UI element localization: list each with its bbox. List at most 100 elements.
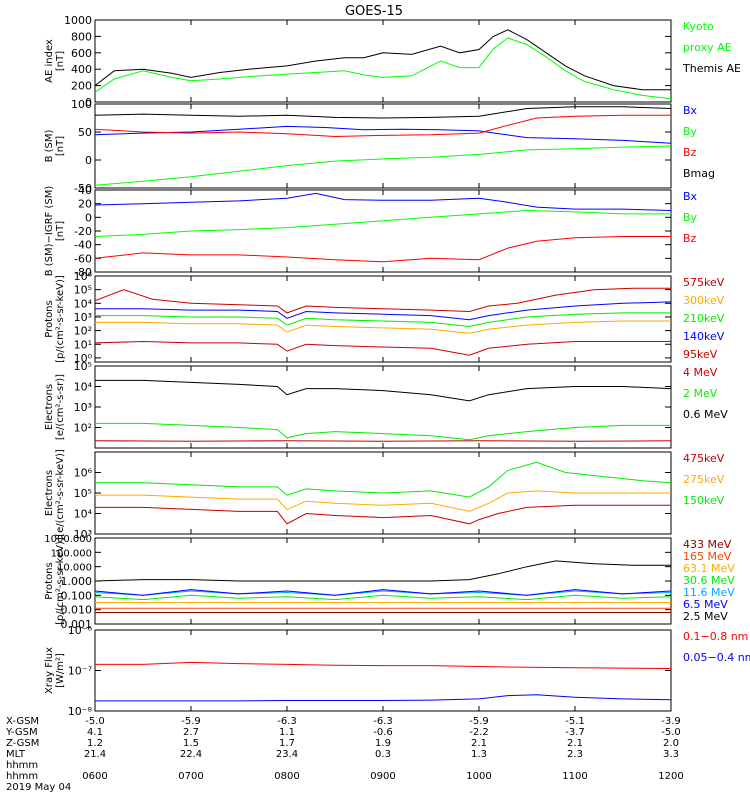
legend-entry: 150keV (683, 494, 725, 507)
y-tick-label: 0 (85, 211, 92, 224)
legend-entry: Bz (683, 232, 697, 245)
y-tick-label: 10⁴ (74, 381, 93, 394)
x-row-value: -5.9 (181, 716, 201, 727)
legend-entry: By (683, 125, 698, 138)
y-tick-label: 10¹ (74, 338, 92, 351)
series-line-bx (95, 192, 671, 211)
y-tick-label: 10² (74, 422, 92, 435)
x-row-value: 21.4 (84, 749, 106, 760)
x-tick-label: 1200 (658, 771, 683, 782)
x-row-value: 1.3 (471, 749, 487, 760)
series-line-2-mev (95, 422, 671, 441)
y-axis-label-line: B (SM) (44, 129, 55, 162)
legend-entry: 165 MeV (683, 550, 732, 563)
x-tick-label: 0900 (370, 771, 395, 782)
y-axis-label-line: [W/m²] (55, 653, 66, 688)
legend-entry: 2.5 MeV (683, 610, 728, 623)
series-group (95, 29, 671, 100)
y-tick-label: 10³ (74, 528, 92, 541)
y-tick-label: -80 (74, 266, 92, 279)
x-row-value: 1.9 (375, 738, 391, 749)
y-tick-label: 10⁴ (74, 297, 93, 310)
x-tick-label: 0600 (82, 771, 107, 782)
y-tick-label: 20 (78, 198, 92, 211)
x-row-value: 3.3 (663, 749, 679, 760)
series-line-6-5-mev (95, 589, 671, 596)
legend-entry: 300keV (683, 294, 725, 307)
legend-entry: 2 MeV (683, 387, 718, 400)
y-tick-label: -20 (74, 225, 92, 238)
y-tick-label: 1000 (64, 14, 92, 27)
series-line-by (95, 209, 671, 237)
panel-1: 1000 800 600 400 200 0 AE index[nT] Kyoto proxy … (44, 14, 741, 109)
y-tick-label: -50 (74, 182, 92, 195)
series-line-275kev (95, 490, 671, 512)
y-axis-label-line: [nT] (55, 51, 66, 71)
legend-entry: 11.6 MeV (683, 586, 735, 599)
y-tick-label: 10⁵ (74, 487, 92, 500)
x-row-value: 2.0 (663, 738, 679, 749)
y-axis-label-line: Electrons (44, 384, 55, 430)
y-tick-label: 10⁴ (74, 508, 93, 521)
y-tick-label: 0.001 (61, 618, 93, 631)
y-tick-label: 10² (74, 325, 92, 338)
legend-entry: 210keV (683, 312, 725, 325)
y-axis-label: B (SM)[nT] (44, 129, 66, 162)
panel-6: 10⁶ 10⁵ 10⁴ 10³ Electrons[e/(cm²-s-sr-keV)] 4… (44, 449, 725, 541)
y-axis-label: Electrons[e/(cm²-s-sr)] (44, 374, 66, 440)
series-line-210kev (95, 312, 671, 328)
series-line-kyoto-proxy-ae (95, 37, 671, 100)
series-line-11-6-mev (95, 590, 671, 596)
y-tick-label: 10⁻⁸ (68, 705, 93, 718)
legend-entry: Bz (683, 146, 697, 159)
y-tick-label: 10⁰ (74, 352, 93, 365)
y-tick-label: 100.000 (51, 548, 92, 559)
y-axis-label-line: [nT] (55, 136, 66, 156)
y-tick-label: 200 (71, 80, 92, 93)
x-tick-label: 1100 (562, 771, 587, 782)
y-axis-label-line: Protons (44, 562, 55, 599)
series-group (95, 192, 671, 263)
y-tick-label: 0 (85, 154, 92, 167)
y-tick-label: 10³ (74, 311, 92, 324)
legend-entry: 433 MeV (683, 538, 732, 551)
x-row-label: Z-GSM (6, 738, 39, 749)
legend-entry: proxy AE (683, 41, 732, 54)
series-line-0-1-0-8-nm (95, 661, 671, 669)
series-line-themis-ae (95, 29, 671, 91)
series-group (95, 560, 671, 613)
x-row-value: -3.9 (661, 716, 681, 727)
x-row-label: X-GSM (6, 716, 39, 727)
panel-5: 10⁵ 10⁴ 10³ 10² Electrons[e/(cm²-s-sr)] 4 MeV… (44, 360, 728, 449)
x-row-value: 23.4 (276, 749, 298, 760)
y-tick-label: 10⁶ (74, 467, 93, 480)
y-axis-label: Protons[p/(cm²-s-sr-keV)] (44, 275, 66, 363)
y-tick-label: 10⁵ (74, 360, 92, 373)
series-line-0-05-0-4-nm (95, 694, 671, 702)
legend-entry: Bmag (683, 167, 715, 180)
x-unit-label: hhmm (6, 771, 38, 782)
x-row-value: 2.1 (471, 738, 487, 749)
series-line-30-6-mev (95, 594, 671, 601)
series-line-300kev (95, 320, 671, 334)
x-row-value: -2.2 (469, 727, 489, 738)
series-group (95, 106, 671, 186)
y-tick-label: 10⁻⁶ (68, 624, 93, 637)
legend-entry: Themis AE (682, 62, 741, 75)
panel-frame (94, 103, 672, 189)
y-tick-label: 100 (71, 98, 92, 111)
series-line-bx (95, 125, 671, 144)
x-row-value: 1.7 (279, 738, 295, 749)
y-axis-label-line: [p/(cm²-s-sr-keV)] (55, 275, 66, 363)
x-tick-label: 0800 (274, 771, 299, 782)
date-label: 2019 May 04 (6, 782, 71, 793)
y-axis-label-line: Electrons (44, 470, 55, 516)
series-group (95, 461, 671, 525)
y-tick-label: 1.000 (61, 575, 93, 588)
x-row-value: 2.7 (183, 727, 199, 738)
y-axis-label: B (SM)−IGRF (SM)[nT] (44, 186, 66, 277)
x-row-value: 1.5 (183, 738, 199, 749)
x-row-value: -5.1 (565, 716, 585, 727)
